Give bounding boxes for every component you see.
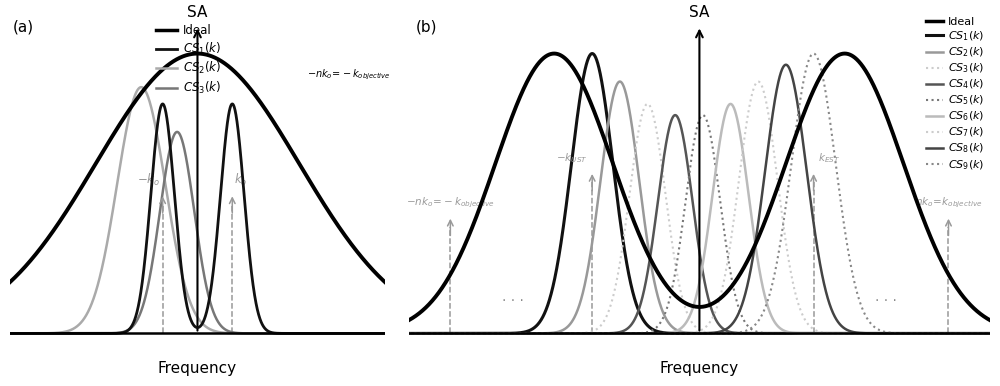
Legend: Ideal, $CS_1(k)$, $CS_2(k)$, $CS_3(k)$: Ideal, $CS_1(k)$, $CS_2(k)$, $CS_3(k)$ [156, 24, 222, 96]
Text: (a): (a) [13, 20, 34, 35]
Text: . . .: . . . [875, 290, 897, 304]
Text: SA: SA [187, 5, 208, 20]
Text: $k_o$: $k_o$ [234, 172, 248, 188]
Text: $nk_o\!=\!k_{objective}$: $nk_o\!=\!k_{objective}$ [915, 196, 982, 210]
Text: $-nk_o\!=\!-k_{objective}$: $-nk_o\!=\!-k_{objective}$ [307, 68, 391, 82]
Text: $-k_{UST}$: $-k_{UST}$ [556, 152, 588, 166]
Text: (b): (b) [416, 20, 437, 35]
Text: . . .: . . . [502, 290, 524, 304]
Text: SA: SA [689, 5, 710, 20]
Text: $-nk_o\!=\!-k_{objective}$: $-nk_o\!=\!-k_{objective}$ [406, 196, 495, 210]
Text: Frequency: Frequency [158, 361, 237, 376]
Legend: Ideal, $CS_1(k)$, $CS_2(k)$, $CS_3(k)$, $CS_4(k)$, $CS_5(k)$, $CS_6(k)$, $CS_7(k: Ideal, $CS_1(k)$, $CS_2(k)$, $CS_3(k)$, … [926, 17, 984, 171]
Text: $k_{EST}$: $k_{EST}$ [818, 152, 840, 166]
Text: $-k_o$: $-k_o$ [137, 172, 161, 188]
Text: Frequency: Frequency [660, 361, 739, 376]
